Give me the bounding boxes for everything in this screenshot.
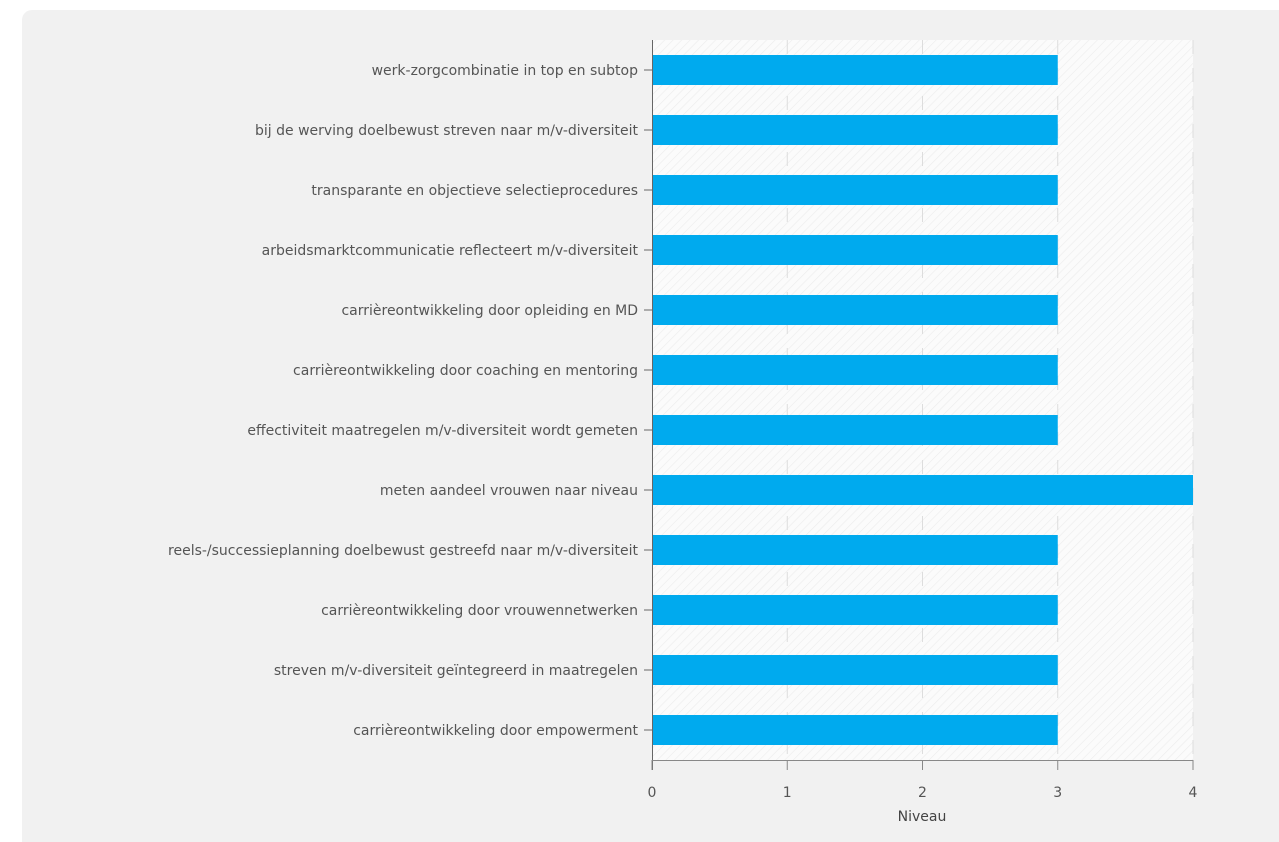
bar[interactable] bbox=[653, 535, 1058, 565]
category-label: carrièreontwikkeling door empowerment bbox=[353, 723, 638, 739]
bar[interactable] bbox=[653, 655, 1058, 685]
bar[interactable] bbox=[653, 595, 1058, 625]
x-tick-label: 0 bbox=[648, 785, 657, 801]
bar[interactable] bbox=[653, 175, 1058, 205]
category-label: arbeidsmarktcommunicatie reflecteert m/v… bbox=[262, 243, 639, 259]
category-label: bij de werving doelbewust streven naar m… bbox=[255, 123, 639, 139]
category-label: werk-zorgcombinatie in top en subtop bbox=[372, 63, 639, 79]
category-label: carrièreontwikkeling door opleiding en M… bbox=[341, 303, 638, 319]
bar[interactable] bbox=[653, 295, 1058, 325]
category-label: carrièreontwikkeling door coaching en me… bbox=[293, 363, 638, 379]
category-label: effectiviteit maatregelen m/v-diversitei… bbox=[247, 423, 638, 439]
x-tick-label: 1 bbox=[783, 785, 792, 801]
x-tick-label: 3 bbox=[1053, 785, 1062, 801]
x-axis-title: Niveau bbox=[898, 809, 947, 825]
bar[interactable] bbox=[653, 235, 1058, 265]
bar[interactable] bbox=[653, 55, 1058, 85]
bar[interactable] bbox=[653, 715, 1058, 745]
category-label: carrièreontwikkeling door vrouwennetwerk… bbox=[321, 603, 638, 619]
bar[interactable] bbox=[653, 475, 1193, 505]
category-label: streven m/v-diversiteit geïntegreerd in … bbox=[274, 663, 638, 679]
category-label: meten aandeel vrouwen naar niveau bbox=[380, 483, 638, 499]
bar[interactable] bbox=[653, 355, 1058, 385]
x-tick-label: 2 bbox=[918, 785, 927, 801]
category-label: transparante en objectieve selectieproce… bbox=[311, 183, 638, 199]
bar[interactable] bbox=[653, 115, 1058, 145]
category-label: reels-/successieplanning doelbewust gest… bbox=[168, 543, 638, 559]
bar[interactable] bbox=[653, 415, 1058, 445]
x-tick-label: 4 bbox=[1189, 785, 1198, 801]
plot-area bbox=[652, 40, 1193, 760]
